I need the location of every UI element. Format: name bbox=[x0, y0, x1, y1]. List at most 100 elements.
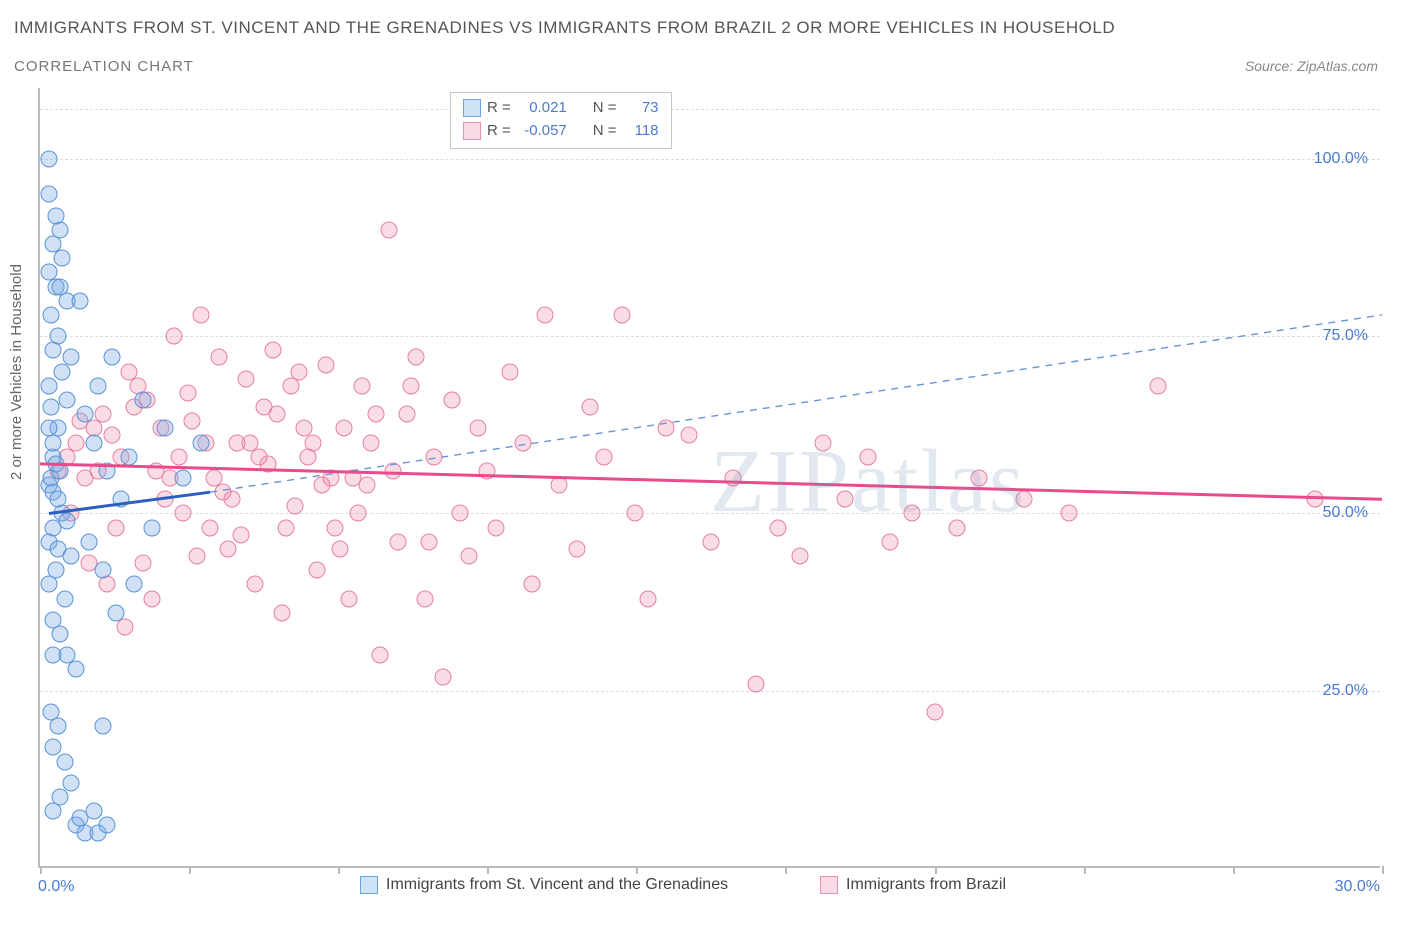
data-point bbox=[304, 434, 321, 451]
data-point bbox=[286, 498, 303, 515]
trend-line bbox=[40, 88, 1382, 868]
data-point bbox=[103, 349, 120, 366]
data-point bbox=[452, 505, 469, 522]
data-point bbox=[340, 590, 357, 607]
data-point bbox=[233, 526, 250, 543]
data-point bbox=[58, 392, 75, 409]
data-point bbox=[354, 377, 371, 394]
data-point bbox=[125, 576, 142, 593]
swatch-icon bbox=[360, 876, 378, 894]
data-point bbox=[76, 406, 93, 423]
legend-item-brazil: Immigrants from Brazil bbox=[820, 876, 1006, 894]
data-point bbox=[179, 384, 196, 401]
data-point bbox=[322, 470, 339, 487]
data-point bbox=[175, 470, 192, 487]
data-point bbox=[407, 349, 424, 366]
data-point bbox=[184, 413, 201, 430]
data-point bbox=[43, 306, 60, 323]
data-point bbox=[246, 576, 263, 593]
data-point bbox=[515, 434, 532, 451]
data-point bbox=[193, 306, 210, 323]
data-point bbox=[52, 462, 69, 479]
data-point bbox=[837, 491, 854, 508]
data-point bbox=[859, 448, 876, 465]
data-point bbox=[166, 328, 183, 345]
data-point bbox=[108, 604, 125, 621]
r-label: R = bbox=[487, 120, 511, 143]
data-point bbox=[926, 704, 943, 721]
y-tick-label: 25.0% bbox=[1323, 682, 1368, 700]
data-point bbox=[215, 484, 232, 501]
data-point bbox=[358, 477, 375, 494]
data-point bbox=[40, 420, 57, 437]
data-point bbox=[54, 250, 71, 267]
data-point bbox=[188, 548, 205, 565]
gridline bbox=[40, 336, 1380, 337]
data-point bbox=[881, 533, 898, 550]
gridline bbox=[40, 159, 1380, 160]
data-point bbox=[63, 349, 80, 366]
data-point bbox=[318, 356, 335, 373]
data-point bbox=[40, 377, 57, 394]
x-tick bbox=[338, 866, 340, 874]
data-point bbox=[52, 626, 69, 643]
data-point bbox=[949, 519, 966, 536]
data-point bbox=[90, 377, 107, 394]
data-point bbox=[134, 555, 151, 572]
data-point bbox=[94, 406, 111, 423]
legend-label: Immigrants from Brazil bbox=[846, 876, 1006, 894]
data-point bbox=[67, 661, 84, 678]
source-attribution: Source: ZipAtlas.com bbox=[1245, 58, 1378, 74]
data-point bbox=[309, 562, 326, 579]
data-point bbox=[680, 427, 697, 444]
data-point bbox=[157, 420, 174, 437]
data-point bbox=[703, 533, 720, 550]
data-point bbox=[157, 491, 174, 508]
data-point bbox=[640, 590, 657, 607]
data-point bbox=[45, 803, 62, 820]
data-point bbox=[49, 491, 66, 508]
data-point bbox=[613, 306, 630, 323]
data-point bbox=[170, 448, 187, 465]
data-point bbox=[327, 519, 344, 536]
data-point bbox=[658, 420, 675, 437]
data-point bbox=[443, 392, 460, 409]
r-value: 0.021 bbox=[517, 97, 567, 120]
data-point bbox=[363, 434, 380, 451]
y-tick-label: 100.0% bbox=[1314, 150, 1368, 168]
gridline bbox=[40, 109, 1380, 110]
x-tick bbox=[487, 866, 489, 874]
swatch-icon bbox=[463, 99, 481, 117]
data-point bbox=[725, 470, 742, 487]
data-point bbox=[273, 604, 290, 621]
data-point bbox=[47, 207, 64, 224]
data-point bbox=[814, 434, 831, 451]
data-point bbox=[550, 477, 567, 494]
chart-subtitle: CORRELATION CHART bbox=[14, 58, 194, 75]
data-point bbox=[134, 392, 151, 409]
data-point bbox=[40, 150, 57, 167]
data-point bbox=[389, 533, 406, 550]
data-point bbox=[143, 519, 160, 536]
legend-item-svg: Immigrants from St. Vincent and the Gren… bbox=[360, 876, 728, 894]
data-point bbox=[582, 399, 599, 416]
data-point bbox=[461, 548, 478, 565]
data-point bbox=[336, 420, 353, 437]
chart-title: IMMIGRANTS FROM ST. VINCENT AND THE GREN… bbox=[14, 18, 1115, 38]
data-point bbox=[237, 370, 254, 387]
data-point bbox=[52, 278, 69, 295]
data-point bbox=[108, 519, 125, 536]
data-point bbox=[56, 590, 73, 607]
data-point bbox=[371, 647, 388, 664]
data-point bbox=[219, 540, 236, 557]
trend-line bbox=[40, 88, 1382, 868]
data-point bbox=[193, 434, 210, 451]
data-point bbox=[434, 668, 451, 685]
x-tick-label: 0.0% bbox=[38, 878, 74, 896]
data-point bbox=[269, 406, 286, 423]
data-point bbox=[421, 533, 438, 550]
data-point bbox=[40, 576, 57, 593]
n-label: N = bbox=[593, 120, 617, 143]
x-tick bbox=[40, 866, 42, 874]
data-point bbox=[49, 718, 66, 735]
